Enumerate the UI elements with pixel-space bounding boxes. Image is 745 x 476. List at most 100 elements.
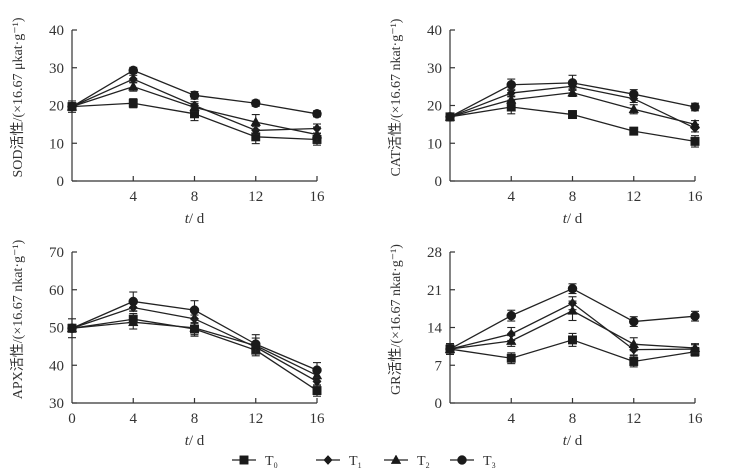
y-tick-label: 0 — [435, 174, 443, 190]
y-tick-label: 30 — [49, 61, 64, 77]
data-point-t2 — [689, 118, 701, 129]
data-point-t2 — [128, 316, 139, 327]
data-point-t2 — [689, 342, 701, 352]
apx-panel: 30 40 50 60 70 0 4 8 12 16 t/ d APX活性/(×16.67 nkat·… — [10, 239, 325, 449]
data-point-t3 — [629, 316, 639, 327]
legend-label-base: T — [417, 454, 426, 469]
gr-panel: 0 7 14 21 28 4 8 12 16 t/ d GR活性/(×16.67 nkat·g⁻¹) — [388, 244, 703, 449]
data-point-t3 — [67, 101, 77, 112]
legend-label: T1 — [349, 454, 362, 470]
data-point-t2 — [628, 338, 639, 349]
legend-label-sub: 3 — [492, 461, 496, 470]
series-t3 — [67, 291, 322, 379]
legend: T0 T1 T2 T3 — [232, 454, 496, 470]
data-point-t0 — [690, 136, 700, 146]
data-point-t2 — [506, 335, 517, 345]
x-tick-label: 0 — [68, 411, 76, 427]
x-axis-title-var: t — [185, 211, 190, 227]
data-point-t0 — [568, 335, 577, 345]
x-tick-label: 16 — [310, 411, 326, 427]
data-point-t2 — [189, 322, 200, 332]
data-point-t3 — [128, 296, 138, 307]
y-tick-label: 20 — [427, 99, 442, 115]
x-tick-label: 4 — [508, 189, 516, 205]
x-tick-label: 12 — [626, 189, 641, 205]
data-point-t0 — [312, 386, 322, 395]
data-point-t0 — [629, 126, 639, 136]
data-point-t0 — [128, 98, 138, 108]
y-tick-label: 40 — [49, 358, 64, 374]
y-axis-title: CAT活性/(×16.67 nkat·g⁻¹) — [388, 18, 404, 176]
series-t2 — [444, 300, 701, 356]
data-point-t3 — [506, 79, 516, 90]
legend-marker-diamond — [323, 455, 333, 465]
data-point-t3 — [445, 344, 455, 354]
series-t3 — [445, 74, 700, 122]
data-point-t3 — [67, 323, 77, 334]
data-point-t0 — [506, 353, 516, 363]
x-tick-label: 16 — [688, 411, 704, 427]
data-point-t2 — [506, 94, 517, 104]
legend-marker-triangle — [390, 454, 402, 464]
x-axis-title-var: t — [185, 433, 190, 449]
legend-label-sub: 2 — [426, 461, 430, 470]
data-point-t2 — [189, 101, 200, 112]
y-tick-label: 21 — [427, 283, 442, 299]
data-point-t3 — [251, 98, 261, 108]
series-t0 — [445, 332, 700, 368]
legend-label: T0 — [265, 454, 278, 470]
x-axis-title-unit: / d — [567, 433, 583, 449]
x-tick-label: 4 — [130, 411, 138, 427]
x-tick-label: 4 — [130, 189, 138, 205]
x-axis-title: t/ d — [563, 433, 583, 449]
legend-item-t3: T3 — [450, 454, 496, 470]
x-tick-label: 12 — [248, 189, 263, 205]
series-t2 — [444, 87, 701, 129]
y-tick-label: 14 — [427, 321, 443, 337]
x-tick-label: 8 — [569, 411, 577, 427]
data-point-t0 — [568, 110, 577, 120]
data-point-t3 — [690, 311, 700, 321]
data-point-t3 — [506, 310, 516, 321]
y-axis-title: APX活性/(×16.67 nkat·g⁻¹) — [10, 239, 26, 399]
x-tick-label: 4 — [508, 411, 516, 427]
legend-label-sub: 1 — [358, 461, 362, 470]
legend-label: T2 — [417, 454, 430, 470]
data-point-t3 — [128, 65, 138, 76]
legend-item-t0: T0 — [232, 454, 278, 470]
y-tick-label: 30 — [427, 61, 442, 77]
y-tick-label: 40 — [427, 23, 442, 39]
data-point-t2 — [128, 81, 139, 91]
legend-label-base: T — [483, 454, 492, 469]
data-point-t2 — [567, 87, 578, 97]
y-tick-label: 20 — [49, 99, 64, 115]
series-t3 — [67, 65, 322, 119]
x-tick-label: 16 — [310, 189, 326, 205]
data-point-t2 — [250, 116, 261, 126]
x-axis-title-unit: / d — [567, 211, 583, 227]
legend-label-base: T — [265, 454, 274, 469]
sod-panel: 0 10 20 30 40 4 8 12 16 t/ d SOD活性/(×16.67 μkat·g⁻… — [10, 17, 325, 227]
data-point-t3 — [629, 89, 639, 99]
legend-item-t1: T1 — [316, 454, 362, 470]
x-axis-title-unit: / d — [189, 211, 205, 227]
legend-label: T3 — [483, 454, 496, 470]
y-tick-label: 70 — [49, 245, 64, 261]
data-point-t2 — [311, 129, 323, 139]
legend-marker-circle — [457, 455, 467, 465]
y-tick-label: 7 — [435, 358, 443, 374]
x-tick-label: 12 — [248, 411, 263, 427]
data-point-t3 — [312, 365, 322, 375]
x-axis-title-unit: / d — [189, 433, 205, 449]
x-axis-title-var: t — [563, 433, 568, 449]
x-axis-title: t/ d — [185, 433, 205, 449]
series-t2 — [66, 314, 323, 382]
data-point-t0 — [629, 357, 639, 366]
data-point-t2 — [628, 103, 639, 114]
y-tick-label: 60 — [49, 283, 64, 299]
x-tick-label: 8 — [191, 189, 199, 205]
x-tick-label: 16 — [688, 189, 704, 205]
data-point-t3 — [445, 112, 455, 122]
x-axis-title: t/ d — [185, 211, 205, 227]
